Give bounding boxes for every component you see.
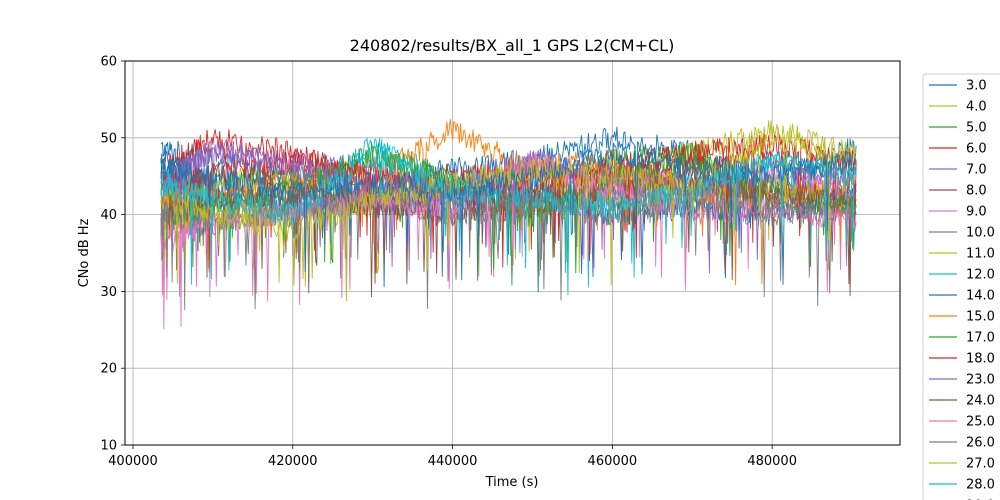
legend-label: 28.0 bbox=[966, 478, 995, 493]
legend-label: 5.0 bbox=[966, 121, 987, 136]
legend-label: 24.0 bbox=[966, 394, 995, 409]
legend-label: 10.0 bbox=[966, 226, 995, 241]
x-tick-label: 480000 bbox=[747, 454, 797, 469]
legend-label: 11.0 bbox=[966, 247, 995, 262]
legend-label: 8.0 bbox=[966, 184, 987, 199]
series-layer bbox=[161, 120, 856, 329]
y-axis-label: CNo dB Hz bbox=[77, 218, 92, 287]
legend-label: 7.0 bbox=[966, 163, 987, 178]
legend-label: 15.0 bbox=[966, 310, 995, 325]
legend-label: 27.0 bbox=[966, 457, 995, 472]
y-tick-label: 30 bbox=[100, 285, 117, 300]
y-ticks: 10 20 30 40 50 60 bbox=[100, 55, 125, 454]
legend-label: 12.0 bbox=[966, 268, 995, 283]
legend-label: 6.0 bbox=[966, 142, 987, 157]
legend-label: 9.0 bbox=[966, 205, 987, 220]
x-axis-label: Time (s) bbox=[485, 475, 539, 490]
legend-label: 4.0 bbox=[966, 100, 987, 115]
legend-label: 17.0 bbox=[966, 331, 995, 346]
legend-label: 23.0 bbox=[966, 373, 995, 388]
x-ticks: 400000 420000 440000 460000 480000 bbox=[108, 445, 797, 469]
legend: 3.0 4.0 5.0 6.0 7.0 8.0 9.0 10.0 11.0 12.0 14.0 15.… bbox=[923, 74, 1000, 500]
x-tick-label: 440000 bbox=[428, 454, 478, 469]
y-tick-label: 10 bbox=[100, 439, 117, 454]
x-tick-label: 420000 bbox=[268, 454, 318, 469]
legend-label: 3.0 bbox=[966, 79, 987, 94]
y-tick-label: 50 bbox=[100, 131, 117, 146]
y-tick-label: 20 bbox=[100, 362, 117, 377]
legend-label: 25.0 bbox=[966, 415, 995, 430]
chart-title: 240802/results/BX_all_1 GPS L2(CM+CL) bbox=[350, 36, 675, 56]
x-tick-label: 400000 bbox=[108, 454, 158, 469]
x-tick-label: 460000 bbox=[588, 454, 638, 469]
y-tick-label: 40 bbox=[100, 208, 117, 223]
legend-label: 18.0 bbox=[966, 352, 995, 367]
legend-label: 26.0 bbox=[966, 436, 995, 451]
y-tick-label: 60 bbox=[100, 55, 117, 70]
legend-label: 14.0 bbox=[966, 289, 995, 304]
